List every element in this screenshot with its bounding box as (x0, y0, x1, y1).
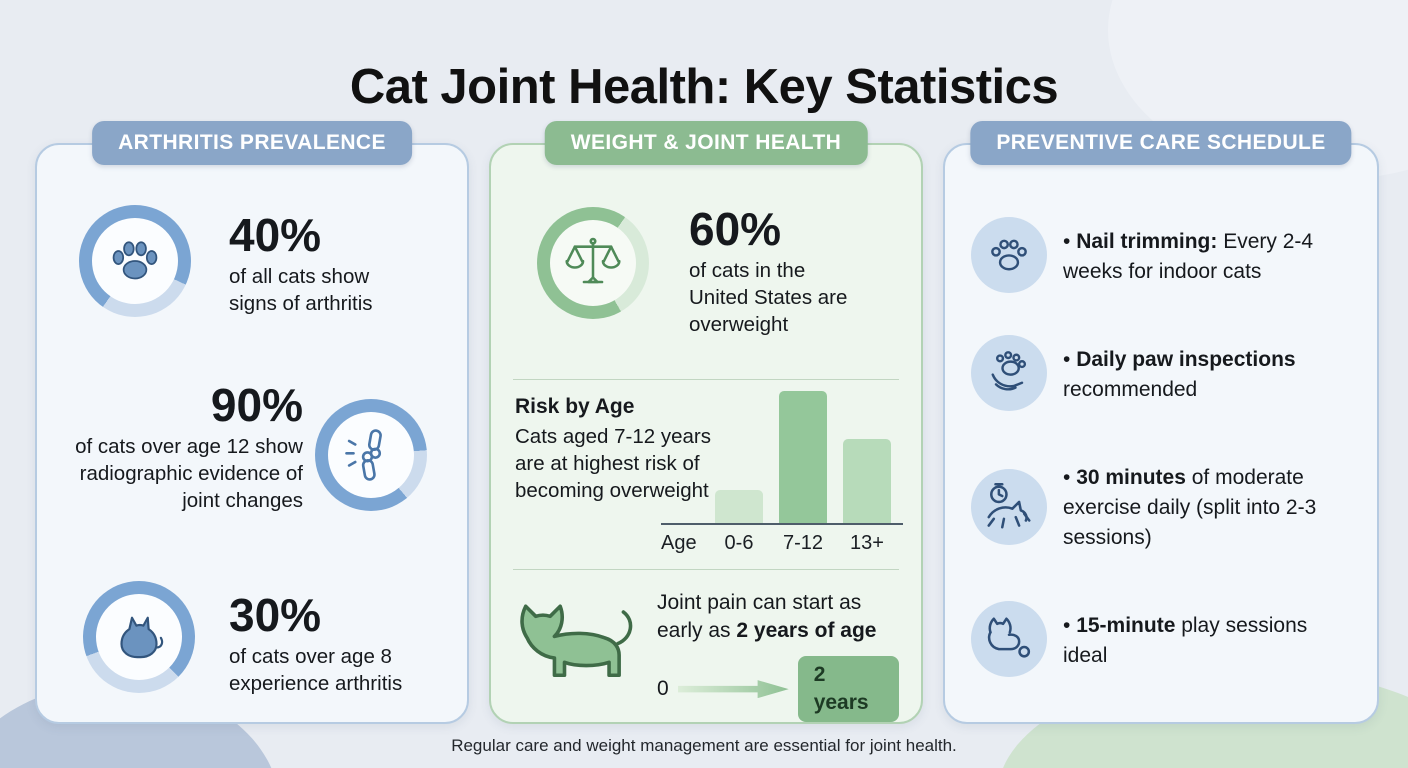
bar-chart-plot-area (661, 391, 903, 525)
stat-block-90: 90% of cats over age 12 show radiographi… (75, 381, 303, 514)
stat-ring-60-percent (537, 207, 649, 319)
x-tick-13-plus: 13+ (850, 532, 884, 554)
risk-by-age-bar-chart: Age 0-6 7-12 13+ (661, 391, 903, 555)
stat-90-desc: of cats over age 12 show radiographic ev… (75, 435, 303, 512)
risk-by-age-heading: Risk by Age (515, 395, 635, 418)
page-title-bold: Cat Joint Health: (349, 59, 731, 114)
care-item-3-bold: 30 minutes (1076, 466, 1186, 489)
exercise-timer-icon-svg (987, 482, 1031, 529)
weight-panel-header: WEIGHT & JOINT HEALTH (544, 121, 868, 165)
joint-icon-svg (345, 429, 382, 481)
paw-icon-svg (112, 241, 158, 280)
care-item-nail-trimming: • Nail trimming: Every 2-4 weeks for ind… (1063, 227, 1338, 287)
balance-scale-icon-svg (565, 237, 621, 284)
risk-by-age-text: Risk by Age Cats aged 7-12 years are at … (515, 395, 713, 504)
care-item-exercise: • 30 minutes of moderate exercise daily … (1063, 463, 1338, 552)
joint-pain-bold: 2 years of age (736, 618, 877, 642)
stat-30-desc: of cats over age 8 experience arthritis (229, 645, 403, 695)
stat-ring-30-percent (83, 581, 195, 693)
joint-pain-text: Joint pain can start as early as 2 years… (657, 589, 899, 722)
care-panel-header: PREVENTIVE CARE SCHEDULE (970, 121, 1352, 165)
weight-panel-divider-2 (513, 569, 899, 570)
stat-block-60: 60% of cats in the United States are ove… (689, 205, 889, 338)
footer-note: Regular care and weight management are e… (451, 736, 957, 755)
page-title: Cat Joint Health: Key Statistics (0, 59, 1408, 115)
arthritis-prevalence-panel: ARTHRITIS PREVALENCE 40% of all cats sho… (35, 121, 469, 724)
joint-pain-sentence: Joint pain can start as early as 2 years… (657, 589, 899, 644)
sitting-cat-icon (96, 594, 182, 680)
balance-scale-icon (550, 220, 636, 306)
bar-age-7-12 (779, 391, 827, 523)
care-item-paw-inspections: • Daily paw inspections recommended (1063, 345, 1338, 405)
paw-icon (92, 218, 178, 304)
x-tick-7-12: 7-12 (782, 532, 824, 554)
bullet: • (1063, 614, 1077, 637)
bar-age-13-plus (843, 438, 891, 523)
paw-print-icon (971, 217, 1047, 293)
walking-cat-icon-svg (520, 604, 633, 678)
joint-icon (328, 412, 414, 498)
stat-90-value: 90% (210, 379, 303, 431)
care-item-4-regular: play sessions ideal (1063, 614, 1308, 667)
walking-cat-icon (507, 583, 645, 692)
care-item-play-sessions: • 15-minute play sessions ideal (1063, 611, 1338, 671)
paw-inspection-icon-svg (991, 351, 1027, 391)
bullet: • (1063, 466, 1077, 489)
x-tick-0-6: 0-6 (724, 532, 754, 554)
age-timeline: 0 2 years (657, 656, 899, 722)
timeline-arrow-icon (677, 680, 789, 699)
weight-panel-divider-1 (513, 379, 899, 380)
care-item-1-bold: Nail trimming: (1076, 230, 1218, 253)
sitting-cat-icon-svg (120, 616, 164, 659)
care-item-4-bold: 15-minute (1076, 614, 1176, 637)
stat-ring-90-percent (315, 399, 427, 511)
page-title-regular: Key Statistics (730, 59, 1059, 114)
play-session-icon-svg (987, 617, 1031, 658)
stat-block-40: 40% of all cats show signs of arthritis (229, 211, 444, 318)
bar-chart-x-axis-labels: Age 0-6 7-12 13+ (661, 525, 903, 555)
bar-age-0-6 (715, 490, 763, 523)
paw-print-icon-svg (991, 239, 1027, 271)
arthritis-panel-header: ARTHRITIS PREVALENCE (92, 121, 412, 165)
stat-60-value: 60% (689, 203, 782, 255)
paw-inspection-icon (971, 335, 1047, 411)
bullet: • (1063, 230, 1077, 253)
stat-60-desc: of cats in the United States are overwei… (689, 259, 848, 336)
stat-30-value: 30% (229, 589, 322, 641)
bullet: • (1063, 348, 1077, 371)
care-item-3-regular: of moderate exercise daily (split into 2… (1063, 466, 1317, 549)
risk-by-age-desc: Cats aged 7-12 years are at highest risk… (515, 425, 712, 503)
care-item-2-regular: recommended (1063, 377, 1198, 401)
preventive-care-panel: PREVENTIVE CARE SCHEDULE • Nail trimming… (943, 121, 1379, 724)
stat-40-value: 40% (229, 209, 322, 261)
weight-joint-health-panel: WEIGHT & JOINT HEALTH (489, 121, 923, 724)
x-axis-title: Age (661, 532, 697, 554)
play-session-icon (971, 601, 1047, 677)
joint-pain-regular: Joint pain can start as early as (657, 591, 862, 642)
stat-40-desc: of all cats show signs of arthritis (229, 265, 373, 315)
exercise-timer-icon (971, 469, 1047, 545)
timeline-start-label: 0 (657, 677, 669, 701)
stat-ring-40-percent (79, 205, 191, 317)
timeline-end-badge: 2 years (797, 656, 899, 722)
stat-block-30: 30% of cats over age 8 experience arthri… (229, 591, 449, 698)
care-item-1-regular: Every 2-4 weeks for indoor cats (1063, 230, 1314, 283)
care-item-2-bold: Daily paw inspections (1076, 348, 1296, 371)
